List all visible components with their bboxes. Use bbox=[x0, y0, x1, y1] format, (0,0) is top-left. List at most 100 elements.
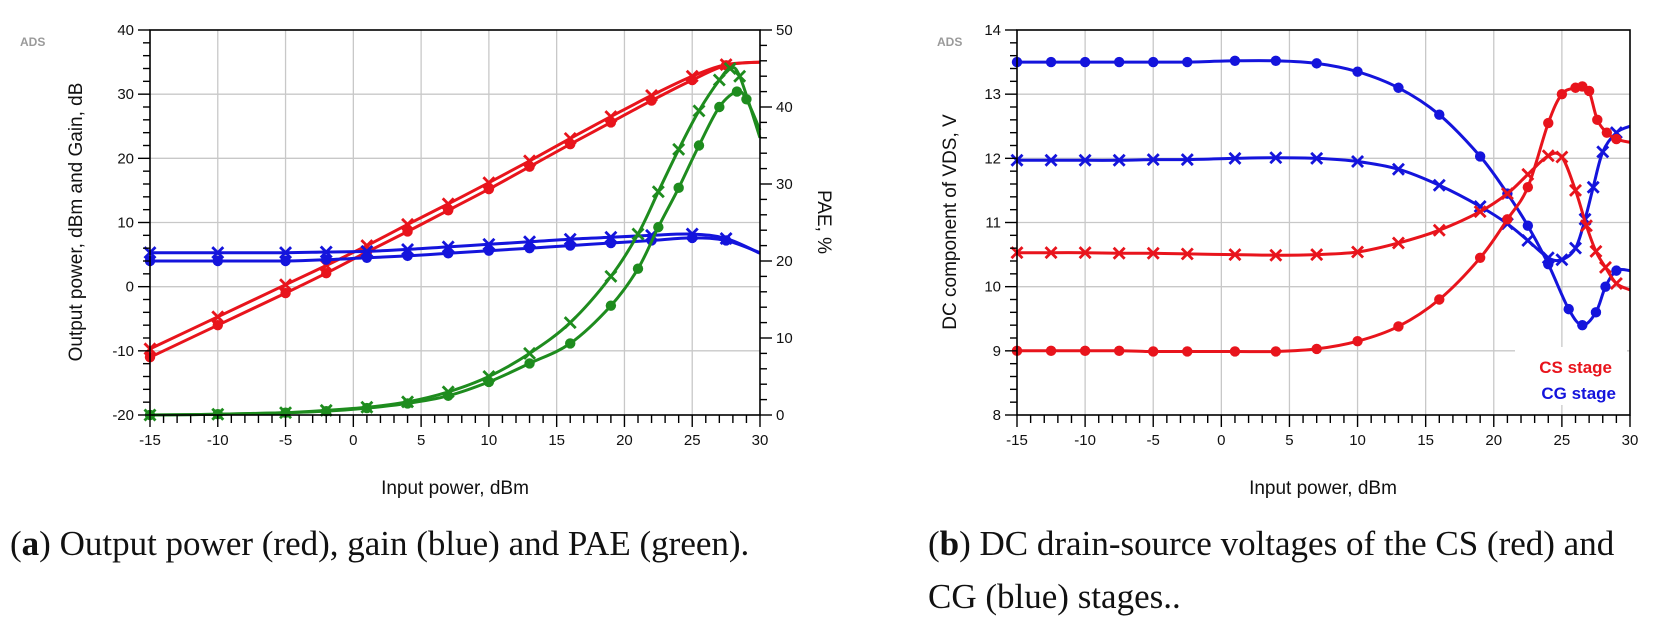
data-point-stroke bbox=[1500, 187, 1514, 201]
data-point-stroke bbox=[733, 69, 747, 83]
y-tick-label: -10 bbox=[112, 343, 134, 360]
series-line bbox=[150, 236, 761, 263]
data-point bbox=[1352, 66, 1363, 77]
x-tick-label: -15 bbox=[1006, 432, 1028, 449]
data-point bbox=[1229, 346, 1241, 357]
data-point bbox=[632, 263, 644, 274]
chart-b-ticks: -15 -10 -5 0 5 10 15 20 25 30 8 9 10 11 12 13 14 bbox=[984, 22, 1638, 449]
chart-a-ylabel: Output power, dBm and Gain, dB bbox=[66, 83, 87, 362]
data-point bbox=[1113, 56, 1125, 68]
data-point bbox=[1180, 153, 1194, 167]
y-tick-label: 40 bbox=[117, 22, 134, 39]
data-point bbox=[1432, 178, 1446, 192]
data-point bbox=[714, 101, 725, 113]
data-point bbox=[1569, 241, 1583, 255]
data-point bbox=[1148, 56, 1159, 68]
data-point bbox=[1182, 346, 1193, 357]
data-point-stroke bbox=[1432, 178, 1446, 192]
data-point bbox=[1434, 109, 1445, 120]
data-point bbox=[321, 405, 332, 417]
data-point bbox=[321, 254, 332, 265]
caption-b-label: b bbox=[939, 524, 960, 563]
data-point bbox=[673, 182, 684, 194]
data-point-stroke bbox=[1598, 260, 1612, 274]
data-point-stroke bbox=[523, 346, 537, 360]
data-point-stroke bbox=[692, 104, 706, 118]
x-tick-label: 0 bbox=[1217, 432, 1225, 449]
data-point bbox=[733, 69, 747, 83]
data-point bbox=[1521, 233, 1535, 247]
data-point bbox=[1045, 345, 1057, 357]
x-tick-label: 5 bbox=[1285, 432, 1293, 449]
data-point bbox=[1310, 248, 1324, 262]
chart-a-y2label: PAE, % bbox=[813, 190, 834, 254]
data-point bbox=[1113, 345, 1125, 357]
data-point bbox=[524, 242, 535, 254]
data-point bbox=[1563, 303, 1574, 315]
caption-b: (b) DC drain-source voltages of the CS (… bbox=[928, 524, 1615, 616]
data-point bbox=[1393, 321, 1404, 332]
series-line bbox=[1017, 124, 1631, 263]
data-point bbox=[483, 183, 495, 195]
series-line bbox=[1016, 84, 1631, 354]
data-point-stroke bbox=[1351, 245, 1365, 259]
data-point-stroke bbox=[1180, 247, 1194, 261]
data-point bbox=[1146, 153, 1160, 167]
data-point-stroke bbox=[1609, 276, 1623, 290]
data-point bbox=[605, 300, 617, 311]
data-point bbox=[1541, 149, 1555, 163]
series-line bbox=[150, 232, 761, 255]
data-point bbox=[1044, 246, 1058, 260]
data-point bbox=[1600, 281, 1611, 292]
data-point bbox=[443, 390, 454, 401]
x-tick-label: -15 bbox=[139, 432, 161, 449]
data-point-stroke bbox=[651, 185, 665, 199]
x-tick-label: -10 bbox=[1074, 432, 1096, 449]
chart-b-legend-cs: CS stage bbox=[1539, 358, 1612, 377]
data-point bbox=[1543, 117, 1554, 129]
y-tick-label: 30 bbox=[117, 86, 134, 103]
data-point bbox=[1078, 153, 1092, 167]
data-point bbox=[604, 269, 618, 283]
x-tick-label: 5 bbox=[417, 432, 425, 449]
data-point bbox=[1182, 56, 1193, 68]
data-point-stroke bbox=[672, 142, 686, 156]
data-point bbox=[1611, 265, 1622, 276]
data-point bbox=[1393, 82, 1404, 93]
data-point bbox=[211, 246, 225, 260]
data-point-stroke bbox=[631, 227, 645, 241]
data-point-stroke bbox=[319, 245, 333, 259]
data-point bbox=[1579, 219, 1593, 233]
data-point bbox=[672, 142, 686, 156]
data-point bbox=[1112, 246, 1126, 260]
data-point-stroke bbox=[1228, 151, 1242, 165]
data-point-stroke bbox=[1555, 253, 1569, 267]
data-point bbox=[565, 338, 576, 349]
data-point bbox=[1270, 55, 1282, 66]
caption-b-text: DC drain-source voltages of the CS (red)… bbox=[928, 524, 1615, 616]
y-tick-label: 0 bbox=[126, 279, 134, 296]
x-tick-label: 10 bbox=[481, 432, 498, 449]
data-point-stroke bbox=[1112, 246, 1126, 260]
data-point-stroke bbox=[1078, 246, 1092, 260]
data-point-stroke bbox=[1391, 236, 1405, 250]
data-point bbox=[1351, 155, 1365, 169]
x-tick-label: -10 bbox=[207, 432, 229, 449]
data-point-stroke bbox=[1569, 183, 1583, 197]
data-point bbox=[605, 237, 617, 249]
data-point bbox=[1269, 151, 1283, 165]
data-point bbox=[1474, 252, 1486, 263]
data-point-stroke bbox=[211, 310, 225, 324]
y-tick-label: 10 bbox=[984, 279, 1001, 296]
chart-a-ticks: -15 -10 -5 0 5 10 15 20 25 30 -20 -10 0 10 20 30 40 0 10 20… bbox=[112, 22, 792, 449]
data-point bbox=[1522, 182, 1534, 193]
data-point bbox=[1500, 187, 1514, 201]
data-point bbox=[524, 161, 535, 172]
data-point-stroke bbox=[1541, 149, 1555, 163]
data-point bbox=[1598, 260, 1612, 274]
y2-tick-label: 40 bbox=[776, 99, 793, 116]
data-point bbox=[1592, 114, 1603, 126]
data-point bbox=[653, 221, 664, 233]
data-point bbox=[565, 139, 576, 150]
data-point bbox=[1269, 248, 1283, 262]
